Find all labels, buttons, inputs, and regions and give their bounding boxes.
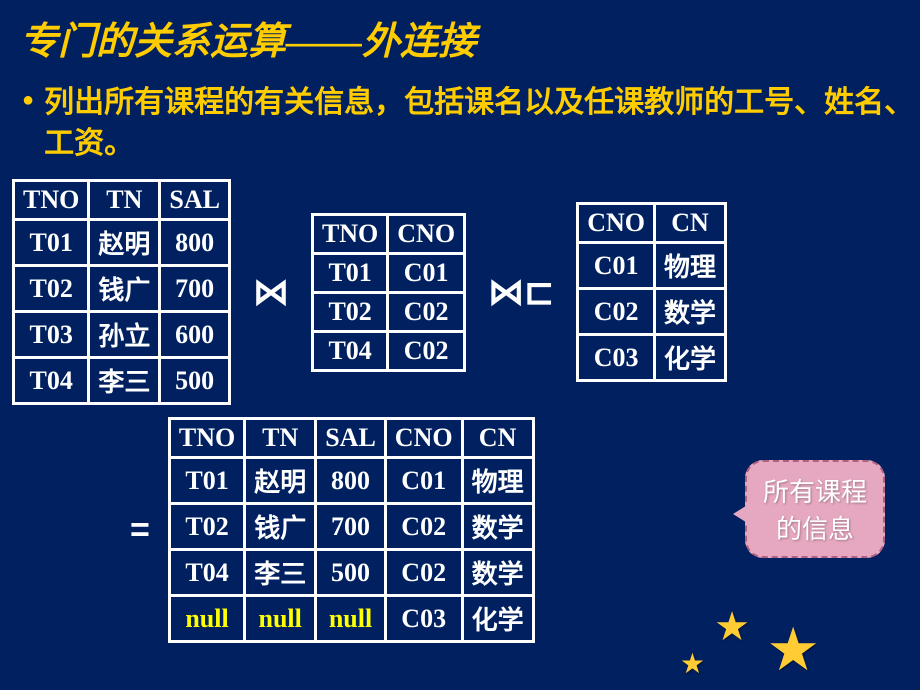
column-header: CNO [388, 214, 465, 253]
table-cell: 化学 [462, 596, 533, 642]
description-row: ● 列出所有课程的有关信息，包括课名以及任课教师的工号、姓名、工资。 [0, 65, 920, 164]
star-icon: ★ [766, 615, 820, 685]
table-cell: T01 [14, 220, 89, 266]
table-cell: 赵明 [89, 220, 160, 266]
table-cell: T02 [14, 266, 89, 312]
star-icon: ★ [714, 604, 750, 650]
table-cell: 800 [316, 458, 386, 504]
column-header: TNO [312, 214, 387, 253]
table-cell: T03 [14, 312, 89, 358]
column-header: TNO [169, 419, 244, 458]
table-cell: T01 [169, 458, 244, 504]
table-row: C01物理 [578, 243, 726, 289]
table-cell: T01 [312, 253, 387, 292]
table-cell: 700 [160, 266, 230, 312]
table-cell: 700 [316, 504, 386, 550]
column-header: CNO [385, 419, 462, 458]
table-cell: 800 [160, 220, 230, 266]
table-row: C03化学 [578, 335, 726, 381]
column-header: TNO [14, 181, 89, 220]
column-header: SAL [160, 181, 230, 220]
table-cell: 钱广 [245, 504, 316, 550]
table-row: T03孙立600 [14, 312, 230, 358]
table-row: T01C01 [312, 253, 464, 292]
table-cell: T02 [312, 292, 387, 331]
table-cell: 物理 [462, 458, 533, 504]
outer-join-icon: ⋈⊏ [488, 271, 554, 313]
table-cell: 数学 [462, 550, 533, 596]
table-cell: 500 [316, 550, 386, 596]
table-cell: C02 [385, 504, 462, 550]
table-cell: 600 [160, 312, 230, 358]
table-row: T02钱广700 [14, 266, 230, 312]
column-header: TN [245, 419, 316, 458]
table-cell: C03 [385, 596, 462, 642]
table-cell: 李三 [89, 358, 160, 404]
column-header: SAL [316, 419, 386, 458]
table-cell: C02 [388, 292, 465, 331]
table-cell: 500 [160, 358, 230, 404]
table-cell: T04 [14, 358, 89, 404]
bullet-icon: ● [22, 89, 34, 112]
teach-course-table: TNOCNOT01C01T02C02T04C02 [311, 213, 466, 372]
table-cell: 孙立 [89, 312, 160, 358]
column-header: CN [462, 419, 533, 458]
table-cell: T04 [312, 331, 387, 370]
table-row: T04李三500C02数学 [169, 550, 533, 596]
table-row: T04C02 [312, 331, 464, 370]
table-row: T04李三500 [14, 358, 230, 404]
table-cell: 化学 [655, 335, 726, 381]
table-cell: C02 [385, 550, 462, 596]
course-table: CNOCNC01物理C02数学C03化学 [576, 202, 727, 382]
column-header: TN [89, 181, 160, 220]
equals-sign: = [130, 511, 150, 550]
table-cell: C03 [578, 335, 655, 381]
input-tables-row: TNOTNSALT01赵明800T02钱广700T03孙立600T04李三500… [0, 164, 920, 405]
table-cell: T02 [169, 504, 244, 550]
table-cell: C01 [388, 253, 465, 292]
table-cell: null [316, 596, 386, 642]
table-cell: 数学 [462, 504, 533, 550]
table-row: T02C02 [312, 292, 464, 331]
table-cell: 赵明 [245, 458, 316, 504]
teacher-table: TNOTNSALT01赵明800T02钱广700T03孙立600T04李三500 [12, 179, 231, 405]
table-row: T02钱广700C02数学 [169, 504, 533, 550]
table-cell: 数学 [655, 289, 726, 335]
table-cell: 物理 [655, 243, 726, 289]
description-text: 列出所有课程的有关信息，包括课名以及任课教师的工号、姓名、工资。 [44, 83, 920, 164]
column-header: CNO [578, 204, 655, 243]
table-cell: T04 [169, 550, 244, 596]
table-cell: C02 [578, 289, 655, 335]
natural-join-icon: ⋈ [253, 271, 289, 313]
table-cell: 李三 [245, 550, 316, 596]
table-row: C02数学 [578, 289, 726, 335]
slide-title: 专门的关系运算——外连接 [0, 0, 920, 65]
table-cell: 钱广 [89, 266, 160, 312]
table-row: T01赵明800C01物理 [169, 458, 533, 504]
result-table: TNOTNSALCNOCNT01赵明800C01物理T02钱广700C02数学T… [168, 417, 535, 643]
table-cell: C02 [388, 331, 465, 370]
table-row: T01赵明800 [14, 220, 230, 266]
table-cell: null [169, 596, 244, 642]
table-cell: C01 [578, 243, 655, 289]
table-cell: C01 [385, 458, 462, 504]
star-icon: ★ [680, 647, 705, 680]
callout-label: 所有课程 的信息 [745, 460, 885, 558]
table-cell: null [245, 596, 316, 642]
column-header: CN [655, 204, 726, 243]
table-row: nullnullnullC03化学 [169, 596, 533, 642]
